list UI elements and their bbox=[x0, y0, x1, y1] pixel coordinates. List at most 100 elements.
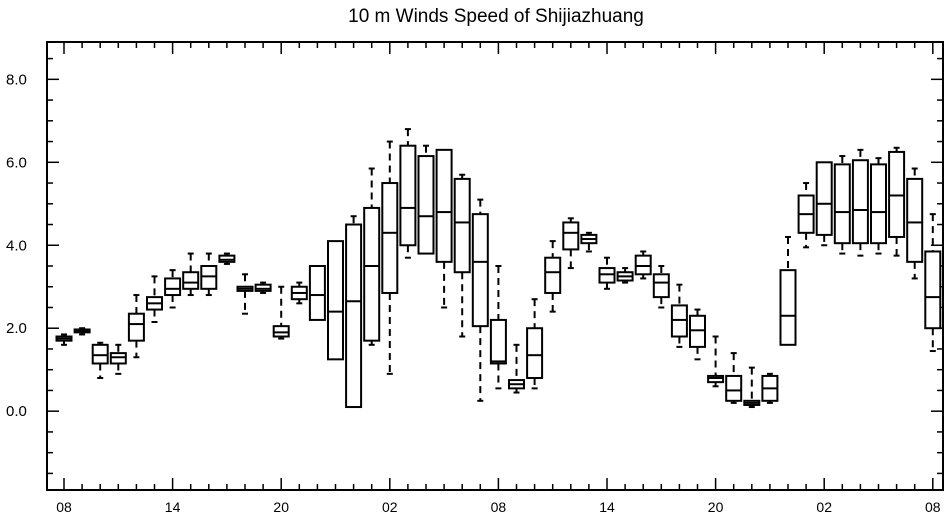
y-tick-label: 2.0 bbox=[6, 320, 27, 337]
box-body bbox=[471, 213, 489, 328]
box-body bbox=[109, 352, 127, 365]
box-body bbox=[562, 221, 580, 251]
x-tick-label: 20 bbox=[273, 499, 289, 515]
box-item bbox=[833, 155, 851, 255]
box-body bbox=[182, 271, 200, 290]
box-item bbox=[218, 252, 236, 265]
box-body bbox=[218, 254, 236, 263]
box-body bbox=[689, 314, 706, 348]
box-body bbox=[526, 327, 544, 380]
box-item bbox=[670, 283, 688, 348]
box-body bbox=[906, 177, 924, 263]
box-item bbox=[109, 343, 127, 375]
box-body bbox=[381, 182, 399, 294]
box-item bbox=[906, 167, 924, 280]
box-item bbox=[146, 275, 163, 323]
box-item bbox=[689, 308, 706, 361]
box-item bbox=[924, 213, 942, 353]
x-tick-label: 08 bbox=[56, 499, 72, 515]
box-item bbox=[345, 215, 363, 409]
box-body bbox=[725, 374, 743, 402]
box-item bbox=[290, 281, 308, 305]
box-body bbox=[870, 163, 887, 245]
box-item bbox=[598, 256, 616, 290]
box-item bbox=[471, 198, 489, 402]
box-body bbox=[272, 325, 290, 338]
box-body bbox=[851, 159, 869, 245]
box-body bbox=[833, 163, 851, 245]
box-item bbox=[888, 146, 906, 257]
box-body bbox=[544, 256, 562, 294]
box-item bbox=[870, 157, 887, 255]
box-body bbox=[345, 223, 363, 409]
x-tick-label: 02 bbox=[382, 499, 398, 515]
box-item bbox=[526, 298, 544, 390]
x-tick-label: 02 bbox=[816, 499, 832, 515]
y-tick-label: 4.0 bbox=[6, 237, 27, 254]
box-item bbox=[489, 265, 507, 390]
box-item bbox=[634, 250, 652, 280]
box-body bbox=[363, 206, 381, 342]
box-item bbox=[417, 144, 435, 255]
box-body bbox=[435, 148, 453, 263]
box-body bbox=[707, 374, 725, 384]
x-tick-label: 08 bbox=[925, 499, 941, 515]
y-tick-label: 8.0 bbox=[6, 71, 27, 88]
box-item bbox=[725, 352, 743, 404]
box-body bbox=[924, 250, 942, 330]
box-body bbox=[598, 267, 616, 284]
box-item bbox=[308, 265, 326, 321]
chart-title: 10 m Winds Speed of Shijiazhuang bbox=[348, 6, 644, 27]
x-axis: 08 14 20 02 08 14 20 02 08 bbox=[56, 42, 941, 515]
box-item bbox=[164, 269, 182, 309]
box-body bbox=[127, 312, 145, 342]
box-item bbox=[182, 252, 200, 297]
box-item bbox=[544, 240, 562, 313]
box-body bbox=[399, 144, 417, 247]
box-body bbox=[164, 277, 182, 297]
box-item bbox=[236, 273, 254, 315]
box-item bbox=[707, 335, 725, 388]
y-tick-label: 6.0 bbox=[6, 154, 27, 171]
box-item bbox=[55, 333, 73, 346]
box-item bbox=[616, 267, 634, 284]
x-tick-label: 14 bbox=[599, 499, 615, 515]
box-body bbox=[634, 254, 652, 276]
box-item bbox=[761, 372, 779, 404]
box-body bbox=[308, 265, 326, 321]
box-body bbox=[670, 304, 688, 338]
box-item bbox=[743, 366, 761, 409]
box-body bbox=[91, 343, 109, 365]
box-item bbox=[127, 294, 145, 359]
box-body bbox=[888, 150, 906, 238]
box-item bbox=[580, 231, 598, 253]
box-item bbox=[508, 343, 525, 394]
x-tick-label: 20 bbox=[708, 499, 724, 515]
box-item bbox=[254, 281, 272, 294]
box-item bbox=[381, 140, 399, 375]
x-tick-label: 08 bbox=[491, 499, 507, 515]
box-item bbox=[435, 148, 453, 309]
box-item bbox=[562, 217, 580, 270]
y-tick-label: 0.0 bbox=[6, 403, 27, 420]
box-item bbox=[797, 182, 815, 249]
box-body bbox=[327, 240, 344, 361]
box-item bbox=[73, 327, 91, 336]
box-body bbox=[652, 273, 670, 299]
y-axis: 0.0 2.0 4.0 6.0 8.0 bbox=[6, 57, 943, 475]
box-item bbox=[652, 265, 670, 309]
box-item bbox=[91, 341, 109, 379]
box-item bbox=[272, 285, 290, 340]
box-series bbox=[55, 128, 942, 409]
box-body bbox=[200, 265, 218, 290]
box-body bbox=[779, 269, 797, 346]
box-item bbox=[399, 128, 417, 259]
box-item bbox=[779, 235, 797, 346]
x-tick-label: 14 bbox=[165, 499, 181, 515]
box-body bbox=[453, 177, 471, 274]
box-item bbox=[327, 240, 344, 361]
box-item bbox=[453, 173, 471, 338]
box-body bbox=[489, 318, 507, 365]
box-item bbox=[363, 167, 381, 346]
